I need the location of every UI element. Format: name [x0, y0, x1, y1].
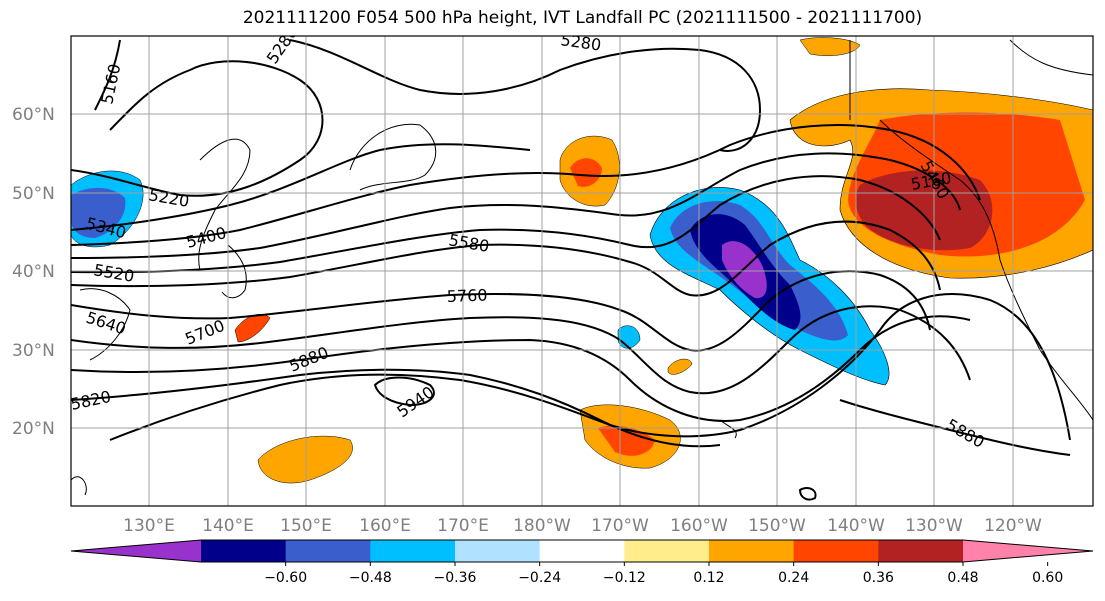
colorbar-segment: [539, 540, 625, 562]
lon-label: 130°W: [905, 516, 963, 536]
height-contours: [71, 39, 1071, 501]
positive-region-gulf-alaska: [799, 37, 861, 56]
contour-5580: [71, 220, 941, 297]
lon-label: 150°E: [280, 516, 332, 536]
contour-5460: [71, 152, 961, 259]
contour-5400: [71, 124, 981, 246]
contour-5880: [109, 293, 1071, 441]
lon-label: 180°W: [513, 516, 571, 536]
lat-label: 50°N: [12, 184, 55, 204]
lon-label: 150°W: [748, 516, 806, 536]
contour-5700: [71, 305, 971, 395]
lon-label: 140°E: [202, 516, 254, 536]
contour-5820: [71, 368, 721, 448]
colorbar-tick-label: 0.60: [1032, 570, 1063, 586]
longitude-labels: 130°E 140°E 150°E 160°E 170°E 180°W 170°…: [123, 516, 1042, 536]
lon-label: 170°W: [591, 516, 649, 536]
colorbar-segment: [793, 540, 879, 562]
colorbar-segment: [285, 540, 371, 562]
latitude-labels: 60°N 50°N 40°N 30°N 20°N: [12, 105, 55, 439]
contour-5940: [373, 376, 435, 407]
positive-region-southwest: [257, 435, 353, 484]
contour-label: 5280: [559, 30, 602, 54]
colorbar-tick-label: 0.12: [693, 570, 724, 586]
lat-label: 40°N: [12, 262, 55, 282]
contour-5280: [289, 39, 762, 152]
colorbar-extend-max: [963, 540, 1093, 562]
colorbar-segment: [624, 540, 710, 562]
contour-5160: [94, 39, 121, 111]
colorbar-tick-label: 0.36: [863, 570, 894, 586]
coastlines: [71, 39, 1093, 496]
lon-label: 160°W: [670, 516, 728, 536]
colorbar-segment: [709, 540, 795, 562]
colorbar-extend-min: [71, 540, 201, 562]
colorbar: −0.60 −0.48 −0.36 −0.24 −0.12 0.12 0.24 0.36 0.4…: [70, 539, 1094, 586]
lat-label: 20°N: [12, 419, 55, 439]
contour-5340: [71, 143, 531, 231]
lon-label: 160°E: [359, 516, 411, 536]
map-border: [70, 35, 1094, 507]
colorbar-tick-label: −0.48: [349, 570, 392, 586]
graticule: [71, 36, 1093, 506]
colorbar-tick-label: 0.48: [947, 570, 978, 586]
colorbar-segment: [201, 540, 287, 562]
lon-label: 120°W: [984, 516, 1042, 536]
contour-5880-east: [839, 399, 1071, 456]
lon-label: 170°E: [437, 516, 489, 536]
contour-5760: [71, 315, 971, 422]
colorbar-tick-label: 0.24: [778, 570, 809, 586]
lon-label: 130°E: [123, 516, 175, 536]
positive-spot-japan: [234, 314, 271, 343]
positive-region-north-central-inner: [570, 158, 602, 187]
colorbar-segment: [455, 540, 541, 562]
contour-5520: [71, 175, 941, 274]
colorbar-tick-label: −0.12: [603, 570, 646, 586]
lon-label: 140°W: [827, 516, 885, 536]
colorbar-segment: [370, 540, 456, 562]
contour-5940-inner: [798, 487, 817, 501]
colorbar-tick-label: −0.60: [264, 570, 307, 586]
colorbar-outline: [70, 539, 1094, 563]
contour-label: 5760: [446, 286, 487, 306]
colorbar-segment: [878, 540, 964, 562]
colorbar-tick-label: −0.36: [434, 570, 477, 586]
lat-label: 30°N: [12, 341, 55, 361]
colorbar-tick-label: −0.24: [518, 570, 561, 586]
positive-spot-hawaii: [667, 358, 693, 375]
map-title: 2021111200 F054 500 hPa height, IVT Land…: [242, 8, 923, 28]
lat-label: 60°N: [12, 105, 55, 125]
